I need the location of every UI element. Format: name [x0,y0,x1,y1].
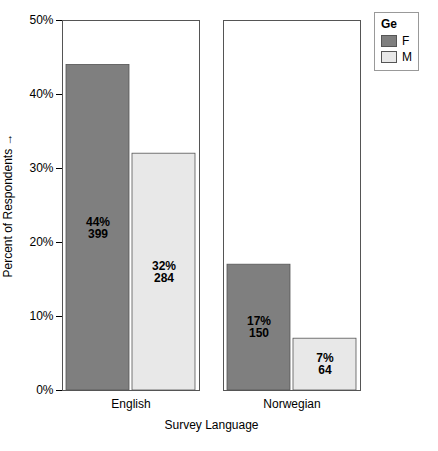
svg-text:30%: 30% [29,161,53,175]
svg-text:10%: 10% [29,309,53,323]
svg-text:English: English [111,397,150,411]
svg-text:50%: 50% [29,13,53,27]
svg-text:17%150: 17%150 [247,314,271,340]
html-text:Ge: Ge [381,17,397,31]
svg-text:Norwegian: Norwegian [263,397,320,411]
html-text:F: F [402,34,410,48]
svg-text:0%: 0% [36,383,54,397]
svg-text:20%: 20% [29,235,53,249]
svg-text:44%399: 44%399 [86,215,110,241]
svg-text:Percent of Respondents →: Percent of Respondents → [1,133,15,277]
svg-text:32%284: 32%284 [152,259,176,285]
svg-text:Survey Language: Survey Language [164,418,258,432]
svg-text:40%: 40% [29,87,53,101]
html-text:M: M [402,50,412,64]
svg-text:7%64: 7%64 [316,351,334,377]
